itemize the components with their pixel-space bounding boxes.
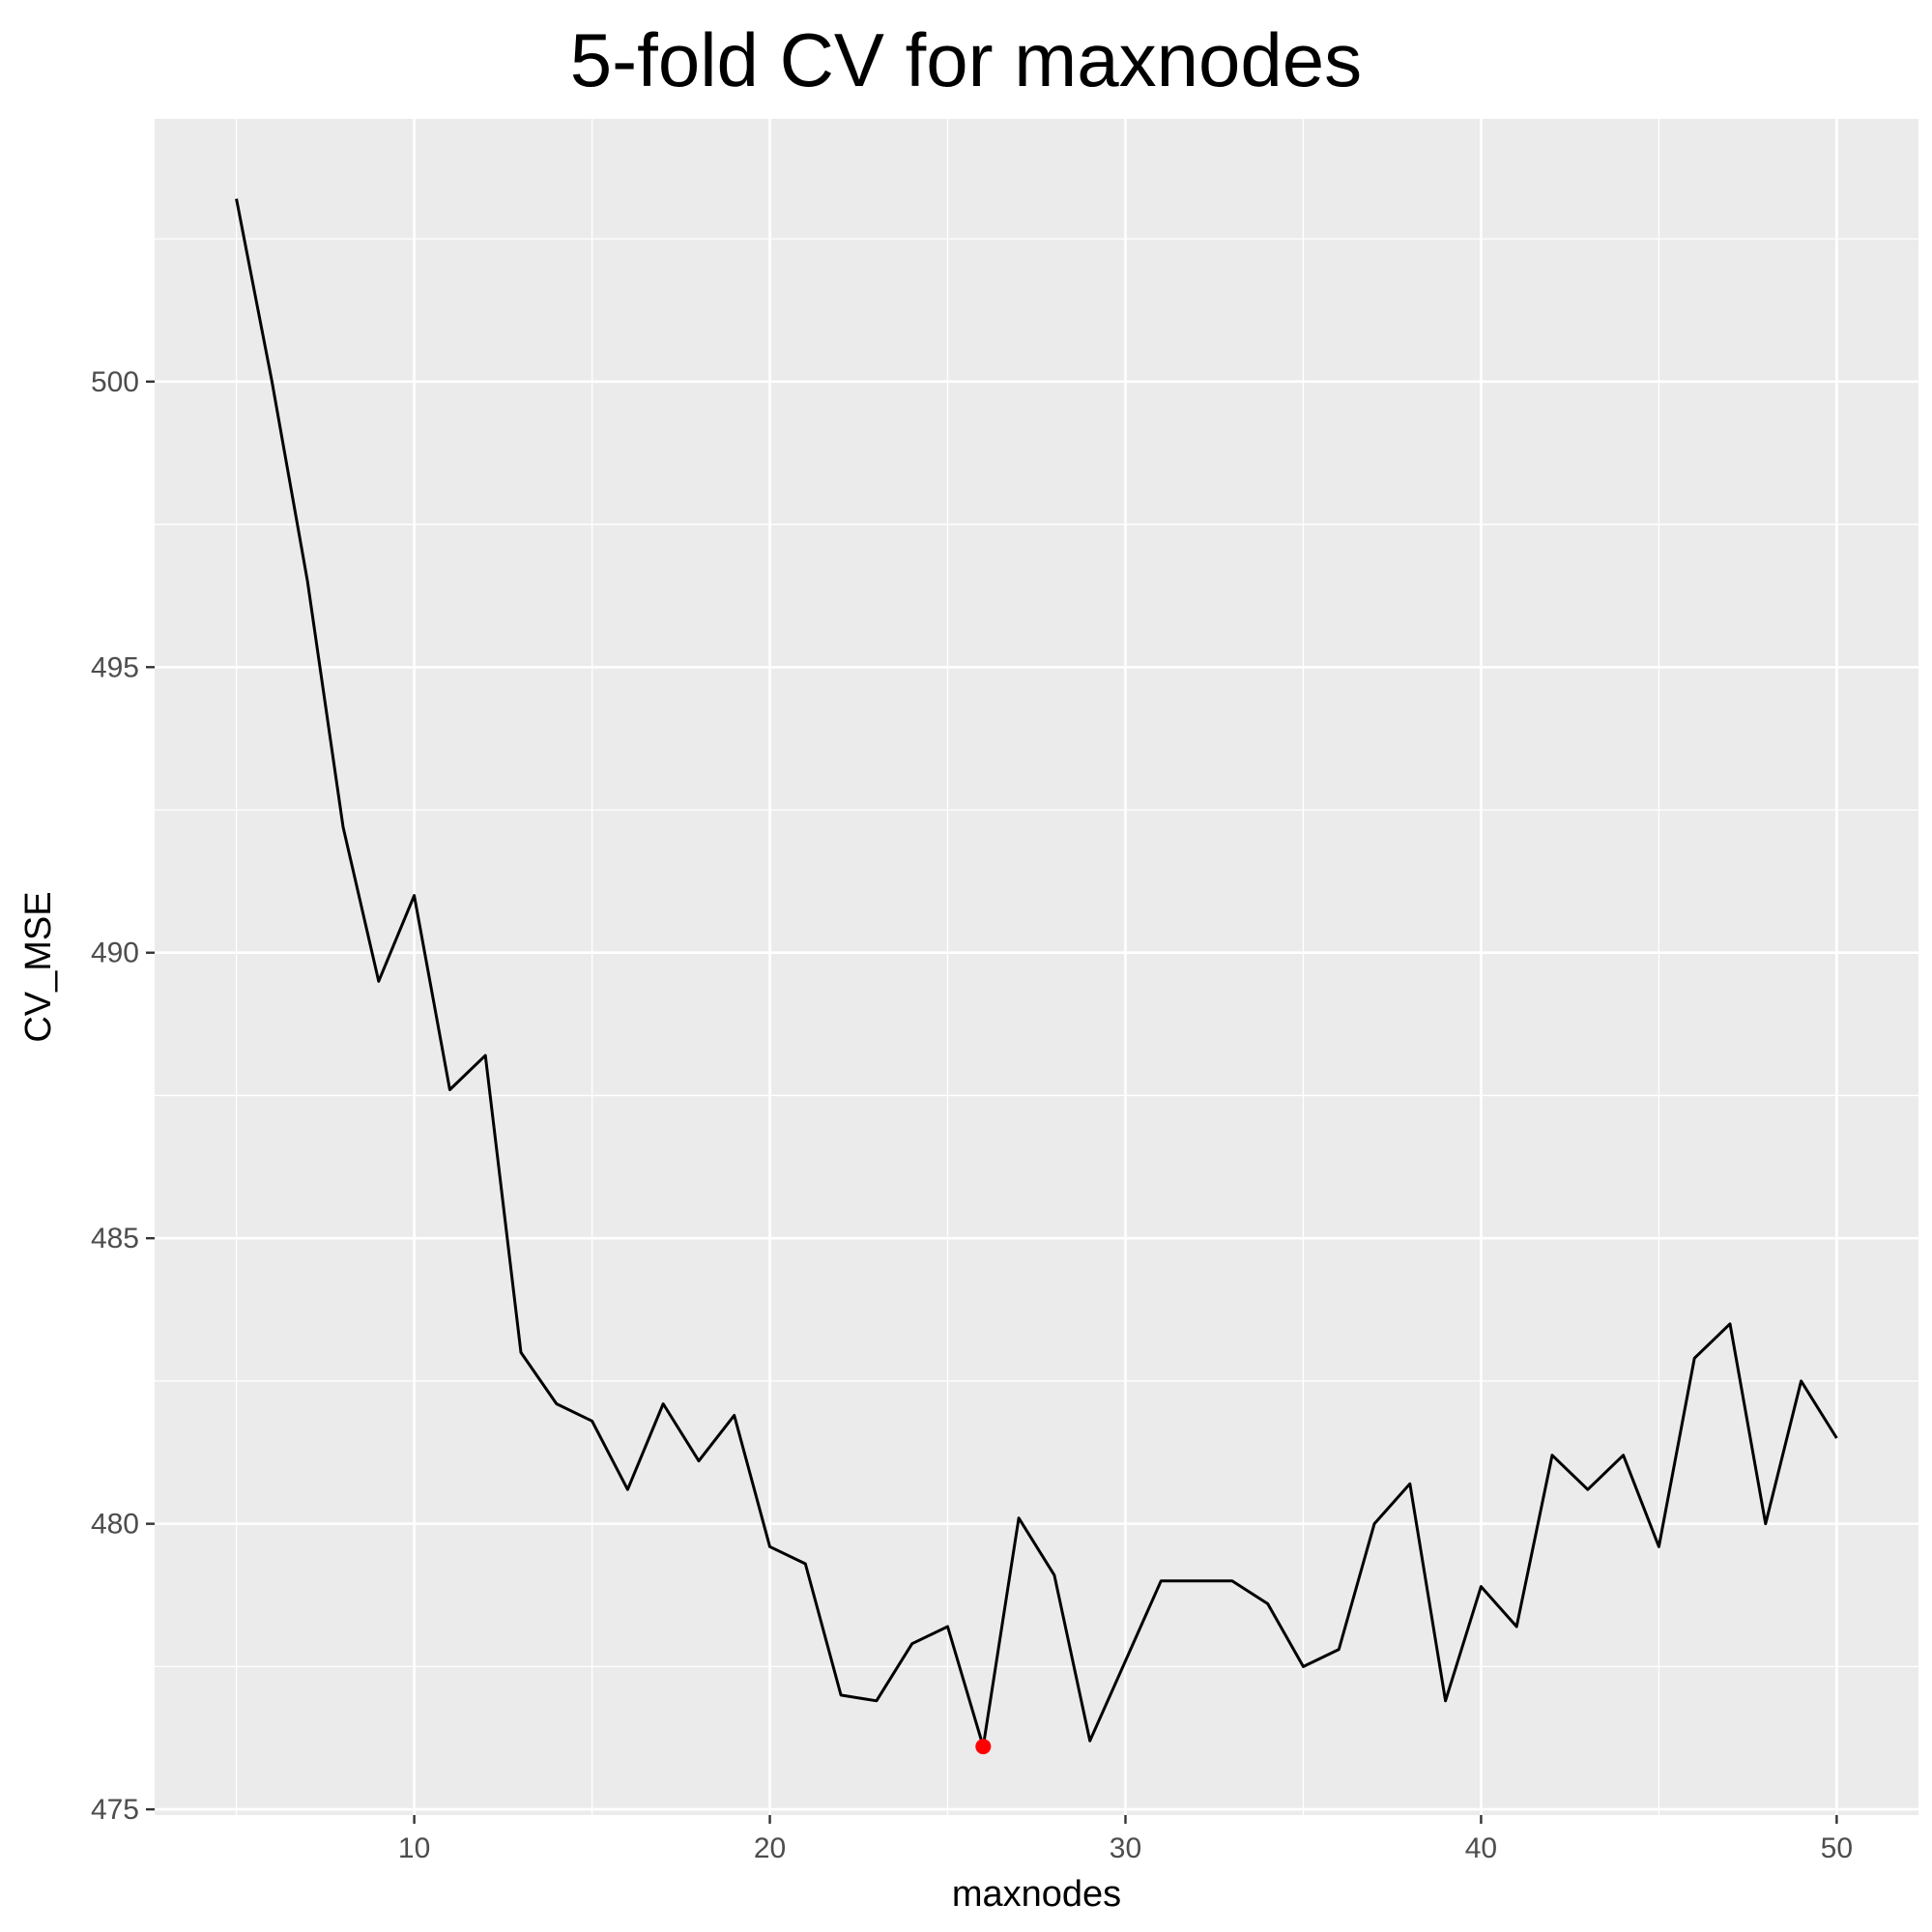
data-point: [1337, 1648, 1341, 1652]
data-point: [1123, 1658, 1127, 1662]
data-point: [341, 825, 345, 829]
data-point: [625, 1487, 629, 1491]
axis-ticks: [146, 380, 1838, 1824]
data-point: [1230, 1579, 1234, 1583]
data-point: [1479, 1585, 1483, 1589]
y-tick-label: 480: [91, 1509, 139, 1541]
minor-gridlines: [155, 119, 1918, 1815]
cv-mse-line: [235, 198, 1838, 1748]
x-tick-label: 20: [754, 1832, 786, 1864]
y-axis-title: CV_MSE: [18, 891, 59, 1042]
y-tick-label: 485: [91, 1223, 139, 1254]
data-point: [803, 1562, 807, 1566]
data-point: [661, 1402, 665, 1406]
data-point: [1657, 1544, 1660, 1548]
data-point: [591, 1419, 594, 1423]
data-point: [733, 1413, 736, 1417]
y-tick-label: 475: [91, 1794, 139, 1826]
data-point: [413, 894, 417, 898]
data-point: [1550, 1454, 1554, 1457]
data-point: [555, 1402, 559, 1406]
y-tick-label: 495: [91, 651, 139, 683]
data-point: [1728, 1322, 1732, 1326]
x-axis-title: maxnodes: [952, 1874, 1121, 1915]
data-point: [1586, 1487, 1590, 1491]
data-point: [1159, 1579, 1163, 1583]
data-point: [1301, 1664, 1305, 1668]
data-point: [377, 979, 381, 983]
data-point: [235, 197, 239, 201]
data-point: [1764, 1522, 1768, 1526]
data-point: [1195, 1579, 1198, 1583]
data-point: [1372, 1522, 1376, 1526]
data-point: [1408, 1482, 1412, 1485]
data-point: [1053, 1573, 1056, 1577]
data-point: [1266, 1601, 1270, 1605]
data-point: [1514, 1625, 1518, 1629]
x-tick-label: 10: [398, 1832, 430, 1864]
data-point: [1622, 1454, 1626, 1457]
data-point: [768, 1544, 772, 1548]
y-tick-label: 490: [91, 937, 139, 969]
x-tick-label: 50: [1821, 1832, 1853, 1864]
minimum-point-marker: [975, 1739, 992, 1755]
chart-title: 5-fold CV for maxnodes: [569, 17, 1363, 102]
data-point: [697, 1459, 701, 1463]
data-point: [1088, 1739, 1092, 1743]
plot-panel: [155, 119, 1918, 1815]
y-tick-label: 500: [91, 366, 139, 398]
data-point: [946, 1625, 950, 1629]
data-point: [1800, 1379, 1803, 1383]
data-point: [1444, 1699, 1448, 1703]
data-point: [447, 1088, 451, 1092]
data-point: [1692, 1356, 1696, 1360]
data-point: [270, 380, 274, 384]
data-point: [839, 1693, 843, 1697]
data-point: [910, 1642, 914, 1646]
x-tick-label: 30: [1110, 1832, 1141, 1864]
data-point: [305, 580, 309, 584]
data-point: [483, 1053, 487, 1057]
data-point: [519, 1350, 523, 1354]
x-tick-label: 40: [1465, 1832, 1497, 1864]
tick-labels: 10 20 30 40 50 475 480 485 490 495 500: [91, 366, 1853, 1864]
data-point: [1834, 1436, 1838, 1440]
data-point: [875, 1699, 879, 1703]
major-gridlines: [155, 119, 1918, 1815]
data-point: [1017, 1516, 1021, 1520]
